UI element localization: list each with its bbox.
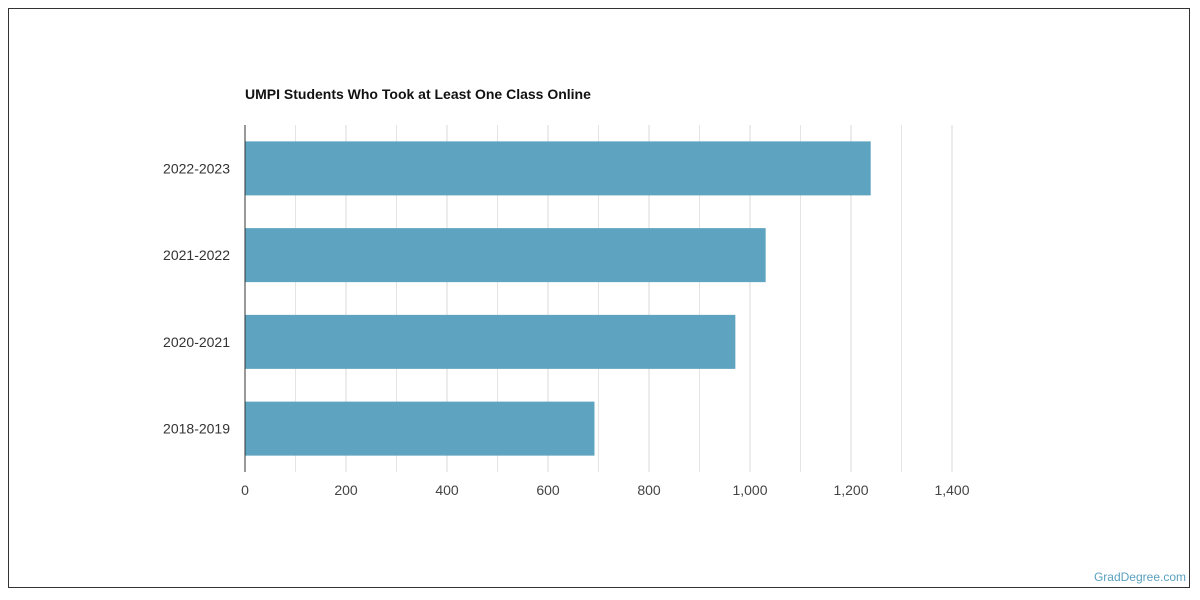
x-tick-label: 800 — [637, 482, 661, 498]
x-tick-labels: 0 200 400 600 800 1,000 1,200 1,400 — [241, 482, 970, 498]
bar-2022-2023[interactable] — [245, 141, 871, 196]
category-label: 2020-2021 — [163, 334, 230, 350]
bar-2018-2019[interactable] — [245, 401, 595, 456]
x-tick-label: 200 — [334, 482, 358, 498]
x-tick-label: 600 — [536, 482, 560, 498]
bars — [245, 141, 871, 456]
x-tick-label: 0 — [241, 482, 249, 498]
x-tick-label: 400 — [435, 482, 459, 498]
chart-frame — [8, 8, 1190, 588]
x-tick-label: 1,200 — [833, 482, 868, 498]
bar-2021-2022[interactable] — [245, 228, 766, 283]
category-label: 2018-2019 — [163, 421, 230, 437]
x-tick-label: 1,400 — [934, 482, 969, 498]
category-label: 2022-2023 — [163, 160, 230, 176]
category-label: 2021-2022 — [163, 247, 230, 263]
watermark-label[interactable]: GradDegree.com — [1093, 570, 1186, 584]
category-labels: 2022-2023 2021-2022 2020-2021 2018-2019 — [163, 160, 230, 436]
chart-title: UMPI Students Who Took at Least One Clas… — [245, 86, 591, 102]
x-tick-label: 1,000 — [732, 482, 767, 498]
bar-2020-2021[interactable] — [245, 314, 736, 369]
